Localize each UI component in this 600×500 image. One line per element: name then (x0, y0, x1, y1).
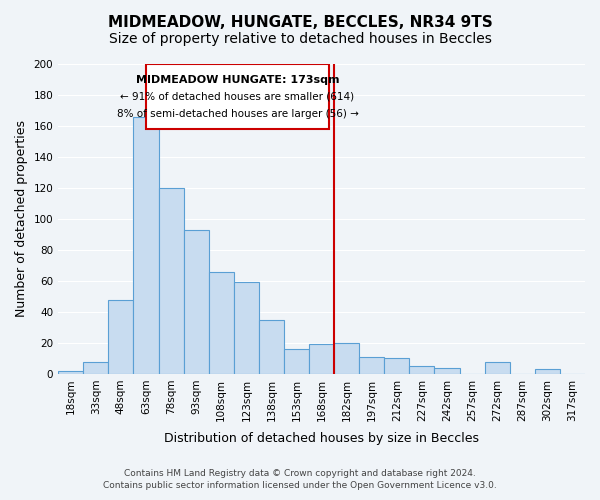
Bar (359, 357, 385, 374)
Bar (58, 371, 83, 374)
Bar (259, 320, 284, 374)
Bar (309, 344, 334, 374)
Bar (234, 282, 259, 374)
Text: Contains HM Land Registry data © Crown copyright and database right 2024.
Contai: Contains HM Land Registry data © Crown c… (103, 468, 497, 490)
Bar (535, 370, 560, 374)
X-axis label: Distribution of detached houses by size in Beccles: Distribution of detached houses by size … (164, 432, 479, 445)
Bar (83, 362, 109, 374)
Text: Size of property relative to detached houses in Beccles: Size of property relative to detached ho… (109, 32, 491, 46)
Text: 8% of semi-detached houses are larger (56) →: 8% of semi-detached houses are larger (5… (116, 109, 358, 119)
Bar (434, 368, 460, 374)
Bar (485, 362, 510, 374)
Bar (284, 349, 309, 374)
Bar (209, 272, 234, 374)
Bar (409, 366, 434, 374)
Bar (385, 358, 409, 374)
Bar (109, 300, 133, 374)
Text: MIDMEADOW, HUNGATE, BECCLES, NR34 9TS: MIDMEADOW, HUNGATE, BECCLES, NR34 9TS (107, 15, 493, 30)
Bar (184, 230, 209, 374)
Text: MIDMEADOW HUNGATE: 173sqm: MIDMEADOW HUNGATE: 173sqm (136, 75, 339, 85)
Y-axis label: Number of detached properties: Number of detached properties (15, 120, 28, 318)
FancyBboxPatch shape (146, 64, 329, 129)
Bar (133, 116, 158, 374)
Bar (334, 343, 359, 374)
Text: ← 91% of detached houses are smaller (614): ← 91% of detached houses are smaller (61… (121, 92, 355, 102)
Bar (158, 188, 184, 374)
